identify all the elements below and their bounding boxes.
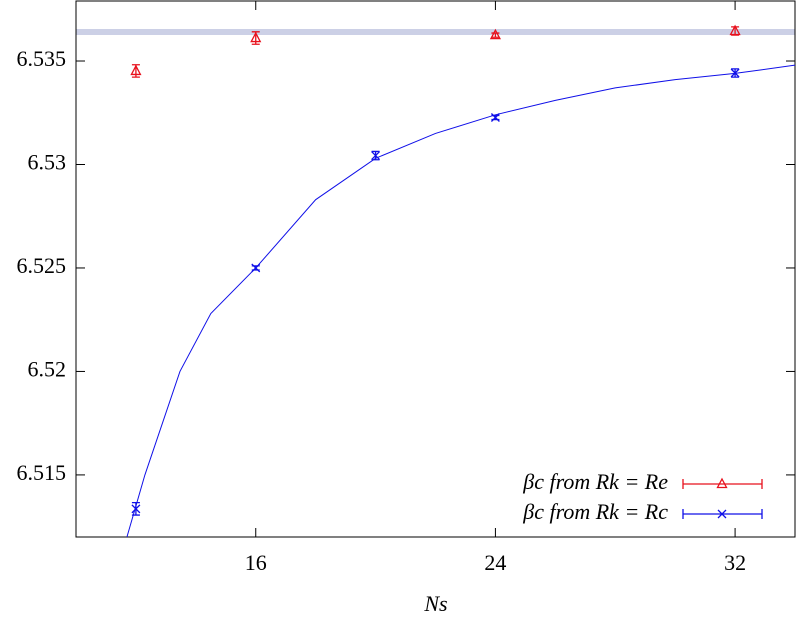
error-bar (491, 32, 500, 38)
legend-marker (716, 477, 728, 489)
y-tick-label: 6.525 (17, 253, 67, 278)
y-tick-label: 6.52 (28, 356, 67, 381)
marker (490, 113, 500, 122)
plot-frame (75, 0, 796, 538)
y-tick-label: 6.53 (28, 150, 67, 175)
marker (251, 263, 261, 273)
marker (250, 31, 262, 43)
fit-curve (126, 64, 795, 537)
legend-label: βc from Rk = Re (522, 469, 668, 494)
marker (730, 68, 740, 78)
marker (729, 24, 741, 36)
x-axis-label: Ns (423, 591, 447, 616)
x-tick-label: 24 (484, 550, 506, 575)
legend-label: βc from Rk = Rc (522, 499, 668, 524)
legend-swatch (682, 479, 763, 489)
marker (489, 28, 501, 40)
x-tick-label: 16 (245, 550, 267, 575)
marker (131, 504, 141, 514)
marker (371, 151, 381, 161)
y-tick-label: 6.535 (17, 46, 67, 71)
legend-marker (717, 509, 727, 519)
x-tick-label: 32 (724, 550, 746, 575)
y-tick-label: 6.515 (17, 460, 67, 485)
marker (130, 64, 142, 76)
